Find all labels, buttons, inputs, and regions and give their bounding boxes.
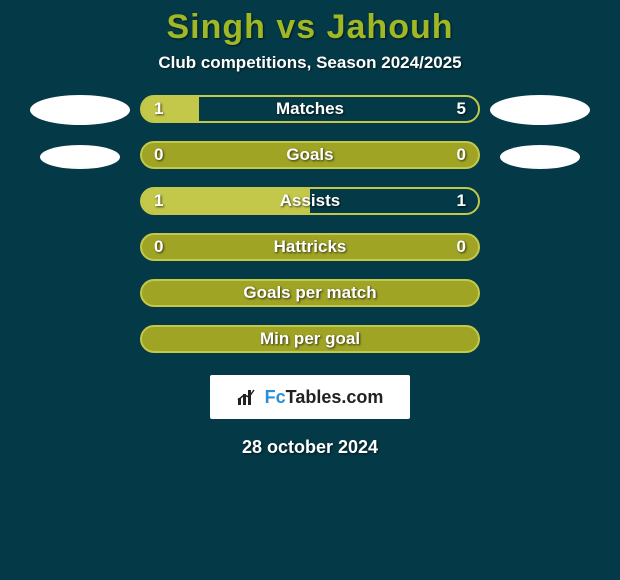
stat-label: Assists [142, 189, 478, 213]
content-row: Matches15Goals00Assists11Hattricks00Goal… [0, 95, 620, 353]
stat-value-right: 1 [457, 189, 466, 213]
stat-label: Hattricks [142, 235, 478, 259]
stat-value-left: 0 [154, 143, 163, 167]
stats-bars: Matches15Goals00Assists11Hattricks00Goal… [140, 95, 480, 353]
player-right-placeholder [480, 95, 600, 189]
brand-prefix: Fc [265, 387, 286, 407]
stat-bar: Hattricks0 0 [140, 233, 480, 261]
stat-label: Goals [142, 143, 478, 167]
placeholder-oval [30, 95, 130, 125]
page-subtitle: Club competitions, Season 2024/2025 [0, 53, 620, 73]
stat-bar: Goals0 0 [140, 141, 480, 169]
stat-label: Goals per match [142, 281, 478, 305]
brand-suffix: Tables.com [286, 387, 384, 407]
comparison-card: Singh vs Jahouh Club competitions, Seaso… [0, 0, 620, 580]
stat-label: Matches [142, 97, 478, 121]
stat-value-left: 1 [154, 97, 163, 121]
stat-bar: Goals per match [140, 279, 480, 307]
player-left-placeholder [20, 95, 140, 189]
placeholder-oval [490, 95, 590, 125]
stat-value-left: 0 [154, 235, 163, 259]
stat-bar: Matches1 5 [140, 95, 480, 123]
stat-value-right: 0 [457, 143, 466, 167]
stat-bar: Min per goal [140, 325, 480, 353]
brand-text: FcTables.com [265, 387, 384, 408]
stat-value-left: 1 [154, 189, 163, 213]
stat-value-right: 0 [457, 235, 466, 259]
stat-value-right: 5 [457, 97, 466, 121]
chart-icon [237, 388, 259, 406]
page-title: Singh vs Jahouh [0, 0, 620, 47]
placeholder-oval [40, 145, 120, 169]
stat-label: Min per goal [142, 327, 478, 351]
placeholder-oval [500, 145, 580, 169]
date-label: 28 october 2024 [0, 437, 620, 458]
stat-bar: Assists1 1 [140, 187, 480, 215]
brand-logo: FcTables.com [210, 375, 410, 419]
